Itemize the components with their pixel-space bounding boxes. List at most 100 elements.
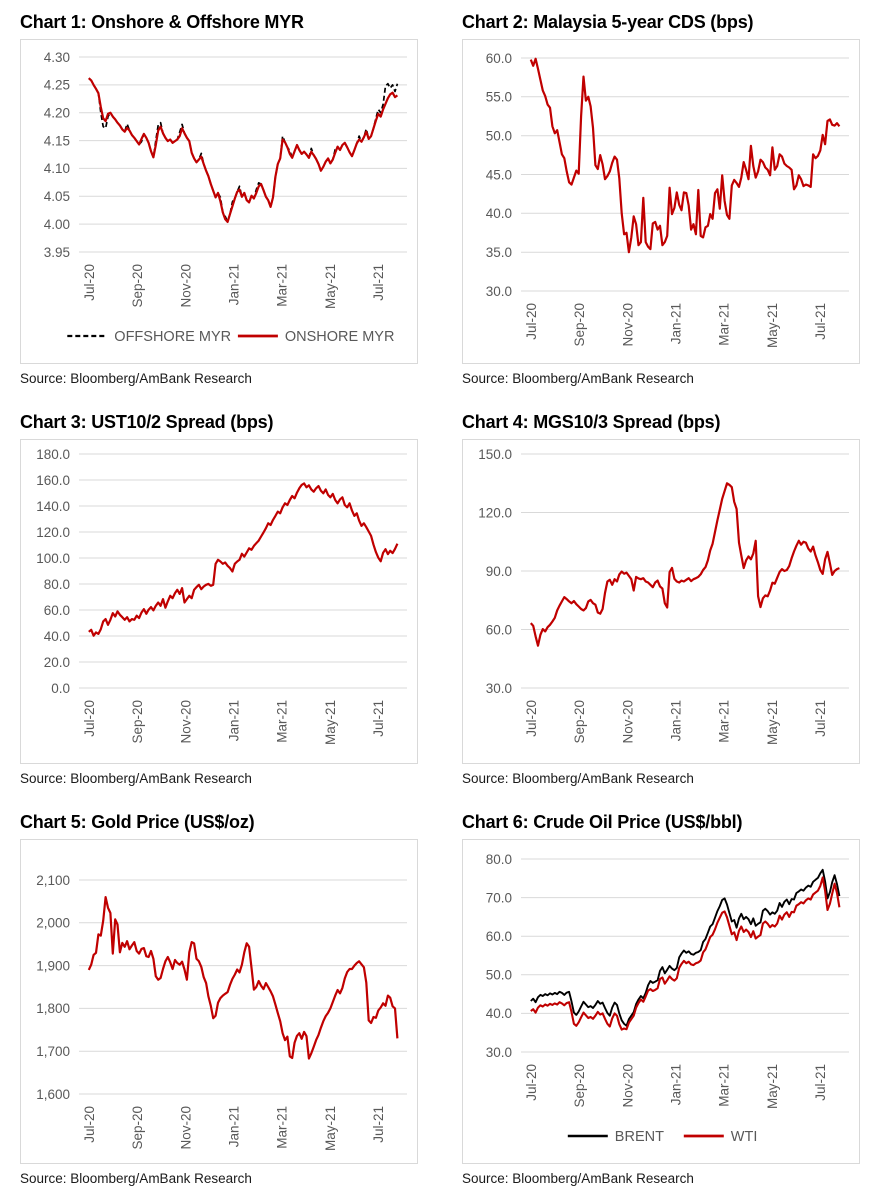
svg-text:60.0: 60.0 [486, 622, 512, 637]
svg-text:Jan-21: Jan-21 [669, 303, 684, 344]
svg-text:4.15: 4.15 [44, 133, 70, 148]
svg-text:0.0: 0.0 [51, 681, 70, 696]
chart4-plot-area: 150.0 120.0 90.0 60.0 30.0 Jul-20 Sep-20 Nov-20… [462, 439, 860, 764]
svg-text:120.0: 120.0 [478, 505, 512, 520]
svg-text:180.0: 180.0 [36, 447, 70, 462]
svg-text:70.0: 70.0 [486, 890, 512, 905]
svg-text:Nov-20: Nov-20 [620, 700, 635, 744]
svg-text:Jul-20: Jul-20 [82, 264, 97, 301]
svg-text:Mar-21: Mar-21 [717, 303, 732, 346]
svg-text:ONSHORE MYR: ONSHORE MYR [285, 329, 395, 345]
chart6-figure: 80.0 70.0 60.0 50.0 40.0 30.0 Jul-20 Sep-20 Nov-… [486, 852, 849, 1145]
svg-text:4.10: 4.10 [44, 161, 70, 176]
svg-text:45.0: 45.0 [486, 167, 512, 182]
chart5-source: Source: Bloomberg/AmBank Research [20, 1171, 252, 1186]
svg-text:40.0: 40.0 [486, 1006, 512, 1021]
svg-text:150.0: 150.0 [478, 447, 512, 462]
svg-text:Sep-20: Sep-20 [130, 264, 145, 308]
svg-text:Jul-21: Jul-21 [813, 1064, 828, 1101]
chart6-source: Source: Bloomberg/AmBank Research [462, 1171, 694, 1186]
svg-text:2,100: 2,100 [36, 873, 70, 888]
chart4-panel: Chart 4: MGS10/3 Spread (bps) 150.0 120.0… [462, 412, 860, 786]
svg-text:40.0: 40.0 [486, 206, 512, 221]
svg-text:Jan-21: Jan-21 [669, 1064, 684, 1105]
svg-text:May-21: May-21 [765, 303, 780, 348]
svg-text:50.0: 50.0 [486, 129, 512, 144]
chart1-plot-area: 4.30 4.25 4.20 4.15 4.10 4.05 4.00 3.95 Jul-20 Se… [20, 39, 418, 364]
svg-text:OFFSHORE MYR: OFFSHORE MYR [114, 329, 231, 345]
svg-text:Jul-21: Jul-21 [813, 303, 828, 340]
svg-text:Mar-21: Mar-21 [275, 700, 290, 743]
svg-text:4.25: 4.25 [44, 78, 70, 93]
chart3-title: Chart 3: UST10/2 Spread (bps) [20, 412, 274, 432]
svg-text:Nov-20: Nov-20 [178, 700, 193, 744]
chart3-panel: Chart 3: UST10/2 Spread (bps) 180.0 160.0… [20, 412, 418, 786]
svg-text:1,900: 1,900 [36, 958, 70, 973]
svg-text:4.05: 4.05 [44, 189, 70, 204]
chart6-panel: Chart 6: Crude Oil Price (US$/bbl) 80.0 7… [462, 812, 860, 1186]
svg-text:1,600: 1,600 [36, 1087, 70, 1102]
svg-text:Nov-20: Nov-20 [178, 1106, 193, 1150]
svg-text:Sep-20: Sep-20 [130, 1106, 145, 1150]
chart2-source: Source: Bloomberg/AmBank Research [462, 371, 694, 386]
svg-text:60.0: 60.0 [486, 929, 512, 944]
chart4-title: Chart 4: MGS10/3 Spread (bps) [462, 412, 721, 432]
chart1-title: Chart 1: Onshore & Offshore MYR [20, 12, 304, 32]
svg-text:Sep-20: Sep-20 [572, 303, 587, 347]
svg-text:40.0: 40.0 [44, 629, 70, 644]
svg-text:Jul-21: Jul-21 [371, 1106, 386, 1143]
svg-text:Nov-20: Nov-20 [620, 1064, 635, 1108]
chart5-figure: 2,100 2,000 1,900 1,800 1,700 1,600 Jul-20 Sep-… [36, 873, 407, 1151]
svg-text:Mar-21: Mar-21 [717, 1064, 732, 1107]
chart1-panel: Chart 1: Onshore & Offshore MYR 4.30 4.25… [20, 12, 418, 386]
svg-text:BRENT: BRENT [615, 1129, 664, 1145]
svg-text:Jan-21: Jan-21 [227, 700, 242, 741]
chart5-title: Chart 5: Gold Price (US$/oz) [20, 812, 255, 832]
chart6-title: Chart 6: Crude Oil Price (US$/bbl) [462, 812, 743, 832]
svg-text:2,000: 2,000 [36, 916, 70, 931]
svg-text:20.0: 20.0 [44, 655, 70, 670]
svg-text:May-21: May-21 [323, 700, 338, 745]
svg-text:140.0: 140.0 [36, 499, 70, 514]
svg-text:35.0: 35.0 [486, 245, 512, 260]
svg-text:Mar-21: Mar-21 [717, 700, 732, 743]
svg-text:4.20: 4.20 [44, 106, 70, 121]
svg-text:160.0: 160.0 [36, 473, 70, 488]
svg-text:Jul-20: Jul-20 [524, 303, 539, 340]
svg-text:Mar-21: Mar-21 [275, 1106, 290, 1149]
chart4-figure: 150.0 120.0 90.0 60.0 30.0 Jul-20 Sep-20 Nov-20… [478, 447, 849, 745]
svg-text:4.30: 4.30 [44, 50, 70, 65]
svg-text:Jul-20: Jul-20 [524, 1064, 539, 1101]
svg-text:Jul-21: Jul-21 [813, 700, 828, 737]
chart3-source: Source: Bloomberg/AmBank Research [20, 771, 252, 786]
svg-text:30.0: 30.0 [486, 1045, 512, 1060]
chart1-source: Source: Bloomberg/AmBank Research [20, 371, 252, 386]
svg-text:Jan-21: Jan-21 [227, 1106, 242, 1147]
svg-text:WTI: WTI [731, 1129, 758, 1145]
chart3-figure: 180.0 160.0 140.0 120.0 100.0 80.0 60.0 40.0 20.… [36, 447, 407, 745]
svg-text:Jan-21: Jan-21 [227, 264, 242, 305]
chart2-title: Chart 2: Malaysia 5-year CDS (bps) [462, 12, 754, 32]
svg-text:4.00: 4.00 [44, 217, 70, 232]
svg-text:Jul-20: Jul-20 [82, 1106, 97, 1143]
svg-text:50.0: 50.0 [486, 968, 512, 983]
chart3-plot-area: 180.0 160.0 140.0 120.0 100.0 80.0 60.0 40.0 20.… [20, 439, 418, 764]
svg-text:Jan-21: Jan-21 [669, 700, 684, 741]
svg-text:Jul-20: Jul-20 [524, 700, 539, 737]
svg-text:Nov-20: Nov-20 [620, 303, 635, 347]
chart4-source: Source: Bloomberg/AmBank Research [462, 771, 694, 786]
svg-text:May-21: May-21 [765, 1064, 780, 1109]
chart2-figure: 60.0 55.0 50.0 45.0 40.0 35.0 30.0 Jul-20 Sep-20… [486, 51, 849, 348]
chart2-plot-area: 60.0 55.0 50.0 45.0 40.0 35.0 30.0 Jul-20 Sep-20… [462, 39, 860, 364]
svg-text:Nov-20: Nov-20 [178, 264, 193, 308]
chart2-panel: Chart 2: Malaysia 5-year CDS (bps) 60.0 5… [462, 12, 860, 386]
svg-text:60.0: 60.0 [486, 51, 512, 66]
svg-text:120.0: 120.0 [36, 525, 70, 540]
chart6-plot-area: 80.0 70.0 60.0 50.0 40.0 30.0 Jul-20 Sep-20 Nov-… [462, 839, 860, 1164]
svg-text:Jul-21: Jul-21 [371, 264, 386, 301]
svg-text:80.0: 80.0 [486, 852, 512, 867]
svg-text:3.95: 3.95 [44, 245, 70, 260]
svg-text:100.0: 100.0 [36, 551, 70, 566]
svg-text:Sep-20: Sep-20 [572, 1064, 587, 1108]
